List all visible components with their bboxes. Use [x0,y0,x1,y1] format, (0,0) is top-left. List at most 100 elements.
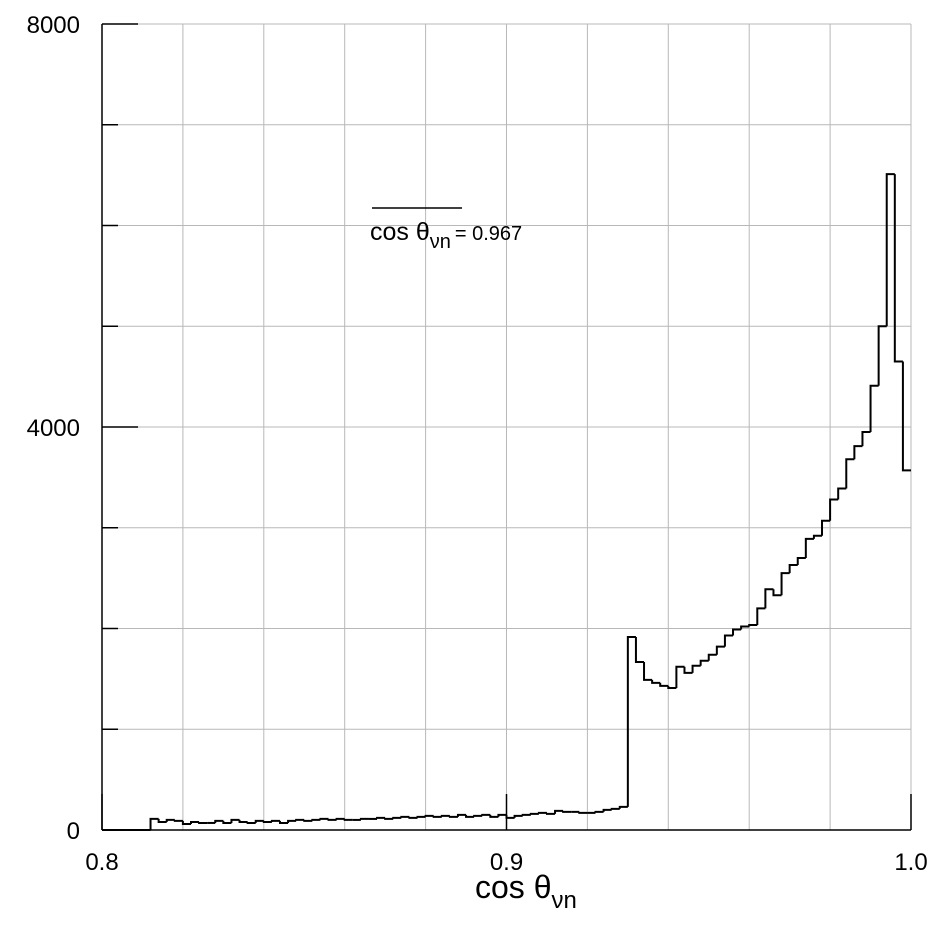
histogram-bin [157,818,167,823]
histogram-bin [772,589,782,597]
histogram-bin [408,816,418,819]
histogram-bin [400,815,410,818]
histogram-bin [303,819,313,822]
histogram-bin [222,820,232,824]
x-tick-label: 1.0 [894,849,927,876]
annotation-subscript: νn [430,231,451,253]
histogram-bin [529,812,539,815]
histogram-bin [359,817,369,820]
grid [101,23,912,831]
histogram-bin [473,814,483,817]
histogram-bin [465,814,475,818]
histogram-bin [319,817,329,820]
histogram-bin [853,445,863,460]
histogram-bin [173,819,183,822]
histogram-bin [683,666,693,674]
histogram-bin [602,808,612,812]
histogram-bin [748,623,758,627]
histogram-bin [424,814,434,817]
histogram-bin [732,628,742,636]
histogram-bin [181,820,191,825]
histogram-bin [764,588,774,609]
histogram-bin [780,572,790,596]
histogram-bin [545,812,556,815]
histogram-bin [812,534,823,539]
histogram-bin [626,635,636,807]
histogram-bin [327,818,337,821]
histogram-bin [489,814,499,818]
histogram-bin [594,810,604,813]
histogram-bin [376,816,386,819]
histogram-bin [521,813,531,816]
histogram-bin [432,815,442,818]
histogram-bin [618,805,628,809]
histogram-bin [829,498,839,521]
histogram-bin [675,665,685,688]
annotation-suffix: = 0.967 [455,223,522,245]
histogram-bin [885,173,895,327]
histogram-bin [270,819,280,822]
y-tick-label: 0 [67,818,80,845]
y-tick-label: 4000 [27,415,80,442]
histogram-bin [634,636,645,664]
histogram-bin [707,653,717,661]
histogram-bin [230,818,240,823]
histogram-bin [796,556,806,566]
histogram-bin [804,537,814,558]
histogram-bin [481,813,491,816]
histogram-bin [699,659,709,666]
histogram-bin [659,682,669,687]
histogram-bin [788,564,798,574]
histogram-bin [214,819,224,823]
y-tick-label: 8000 [27,12,80,39]
histogram-bin [562,810,572,813]
histogram-bin [505,814,515,819]
histogram-bin [246,821,256,824]
histogram-bin [238,819,248,823]
histogram-bin [497,813,507,817]
histogram-bin [416,815,426,818]
histogram-bin [893,174,903,363]
histogram-bin [821,519,831,536]
histogram-bin [901,361,911,472]
histogram-bin [723,634,734,647]
histogram-bin [254,819,264,823]
histogram-bin [440,814,450,817]
histogram-bin [651,679,661,684]
histogram-bin [869,384,879,433]
x-axis-title: cos θνn [475,869,577,914]
histogram-bin [311,818,321,821]
histogram-bin [392,816,402,819]
histogram-bin [513,814,523,818]
histogram-bin [845,458,855,489]
histogram-bin [554,809,564,814]
histogram-bin [756,607,766,625]
histogram-bin [384,817,394,820]
histogram-bin [262,820,272,823]
histogram-bin [643,662,653,681]
histogram-bin [837,487,847,500]
x-title-text: cos θ [475,869,551,905]
histogram-bin [578,811,588,814]
histogram-bin [335,817,345,820]
histogram-bin [691,664,701,673]
x-tick-label: 0.9 [490,849,523,876]
x-title-subscript: νn [551,887,576,914]
histogram-bin [287,819,297,823]
histogram-bin [667,685,677,689]
histogram-bin [861,431,871,447]
histogram-bin [610,807,620,810]
x-tick-label: 0.8 [85,849,118,876]
annotation-text: cos θ [370,218,430,246]
histogram-bin [343,818,353,821]
histogram-bin [278,820,289,824]
histogram-bin [165,818,175,822]
histogram-bin [295,818,305,821]
histogram-bin [198,821,208,824]
histogram-bin [740,625,750,630]
histogram-bin [715,645,725,655]
histogram-bin [877,325,887,386]
histogram-bin [149,817,159,830]
